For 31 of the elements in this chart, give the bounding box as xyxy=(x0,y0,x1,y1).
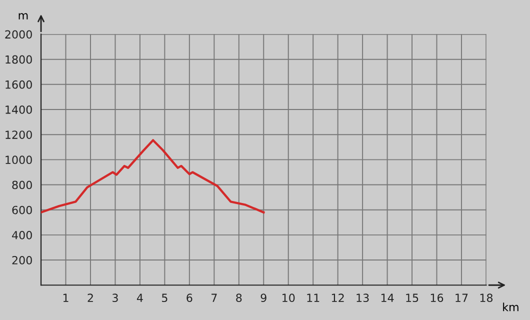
y-axis-title: m xyxy=(18,13,28,20)
x-tick-label: 12 xyxy=(332,294,344,302)
x-tick-label: 6 xyxy=(186,294,192,302)
x-tick-label: 2 xyxy=(88,294,93,302)
line-series xyxy=(41,139,265,214)
x-tick-label: 16 xyxy=(430,294,444,302)
x-tick-label: 8 xyxy=(236,294,242,302)
x-tick-label: 10 xyxy=(282,294,295,302)
y-tick-label: 1400 xyxy=(6,105,32,114)
x-tick-label: 11 xyxy=(307,294,320,302)
y-tick-label: 200 xyxy=(12,256,32,264)
x-tick-label: 5 xyxy=(162,294,168,302)
y-tick-label: 2000 xyxy=(5,30,32,39)
y-tick-label: 600 xyxy=(12,206,32,214)
y-tick-label: 1000 xyxy=(6,156,32,164)
x-tick-label: 14 xyxy=(381,294,394,302)
x-tick-label: 9 xyxy=(260,294,266,302)
x-tick-label: 17 xyxy=(456,294,468,302)
y-tick-label: 800 xyxy=(12,180,32,190)
x-tick-label: 3 xyxy=(112,294,118,302)
x-tick-label: 18 xyxy=(480,294,493,302)
x-tick-label: 1 xyxy=(63,294,68,302)
x-tick-label: 4 xyxy=(136,294,143,302)
x-tick-label: 13 xyxy=(356,294,369,302)
y-tick-label: 1800 xyxy=(6,55,32,64)
x-tick-label: 7 xyxy=(212,294,217,302)
y-tick-label: 1600 xyxy=(6,80,32,89)
y-tick-label: 1200 xyxy=(6,130,32,139)
x-axis-title: km xyxy=(503,302,518,312)
y-tick-label: 400 xyxy=(12,230,32,240)
x-tick-label: 15 xyxy=(406,294,418,302)
